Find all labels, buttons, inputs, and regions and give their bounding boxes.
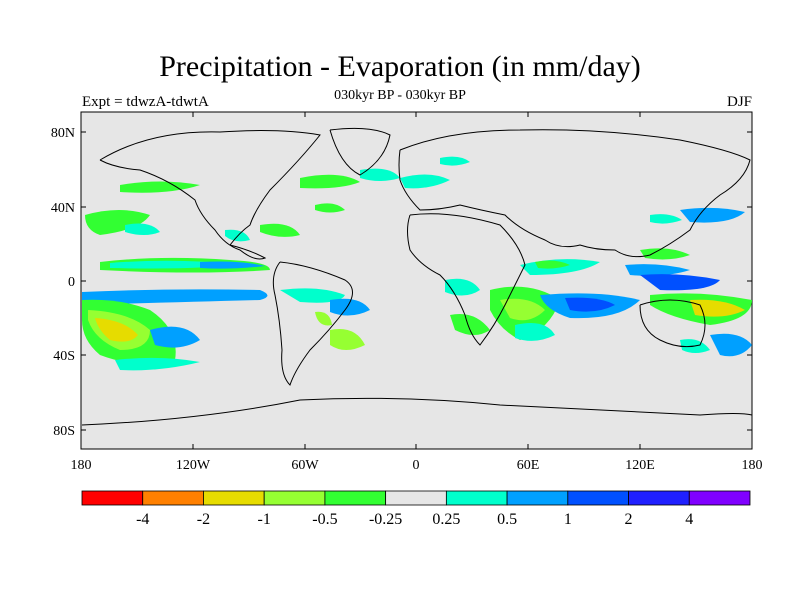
colorbar-label: -0.5 [312, 511, 337, 528]
season-label: DJF [726, 94, 752, 110]
anomaly-patch [440, 156, 470, 166]
anomaly-patch [500, 298, 545, 321]
lat-label-0: 0 [68, 275, 75, 290]
north-america-coast [99, 130, 321, 260]
greenland-coast [329, 127, 391, 176]
anomaly-patch [360, 168, 400, 181]
colorbar-box [81, 490, 144, 506]
colorbar-box [385, 490, 447, 506]
anomaly-patch [125, 223, 160, 235]
colorbar-box [628, 490, 690, 506]
anomaly-patch [330, 329, 365, 350]
anomaly-patch [300, 174, 360, 189]
africa-coast [407, 213, 526, 346]
anomaly-patch [400, 174, 450, 189]
lon-label-0: 0 [413, 458, 420, 473]
eurasia-coast [398, 129, 751, 258]
colorbar-label: -4 [136, 511, 149, 528]
colorbar-box [142, 490, 204, 506]
antarctica-coast [81, 397, 753, 426]
lat-label-80s: 80S [53, 424, 75, 439]
anomaly-patch [150, 326, 200, 348]
lat-label-40n: 40N [51, 201, 75, 216]
colorbar-label: 4 [685, 511, 693, 528]
colorbar-box [567, 490, 629, 506]
anomaly-patch [445, 278, 480, 296]
colorbar-labels: -4 -2 -1 -0.5 -0.25 0.25 0.5 1 2 4 [136, 511, 693, 528]
anomaly-patch [120, 181, 200, 193]
lon-label-180w: 180 [71, 458, 92, 473]
coastlines [81, 127, 753, 426]
anomaly-patch [82, 289, 268, 305]
south-america-coast [272, 261, 353, 386]
colorbar-boxes [81, 490, 751, 506]
anomaly-patch [200, 261, 265, 269]
map-title: Precipitation - Evaporation (in mm/day) [159, 50, 641, 83]
anomaly-patch [640, 274, 720, 291]
colorbar-box [324, 490, 387, 506]
axis-ticks [80, 112, 753, 449]
map-panel: 80N 40N 0 40S 80S 180 120W 60W 0 60E 120… [51, 111, 763, 473]
anomaly-patch [650, 214, 682, 224]
lat-label-40s: 40S [53, 349, 75, 364]
anomaly-patch [280, 288, 345, 303]
colorbar-box [688, 490, 751, 506]
experiment-label: Expt = tdwzA-tdwtA [82, 94, 209, 110]
colorbar-label: 0.5 [497, 511, 517, 528]
colorbar-label: -1 [258, 511, 271, 528]
anomaly-patch [535, 260, 570, 269]
anomaly-patch [85, 210, 150, 235]
lon-label-120e: 120E [625, 458, 655, 473]
colorbar-box [263, 490, 326, 506]
colorbar-box [203, 490, 265, 506]
anomaly-patch [565, 297, 615, 312]
australia-coast [639, 299, 706, 348]
lon-label-60w: 60W [291, 458, 319, 473]
colorbar-label: -0.25 [369, 511, 402, 528]
colorbar-label: 1 [564, 511, 572, 528]
anomaly-patch [625, 264, 690, 276]
precipitation-anomaly-fields [82, 156, 752, 371]
anomaly-patch [710, 333, 752, 357]
anomaly-patch [640, 248, 690, 260]
lon-label-120w: 120W [176, 458, 211, 473]
colorbar-label: -2 [197, 511, 210, 528]
colorbar-box [445, 490, 508, 506]
map-subtitle: 030kyr BP - 030kyr BP [334, 88, 466, 103]
colorbar-label: 0.25 [432, 511, 460, 528]
anomaly-patch [315, 203, 345, 213]
anomaly-patch [95, 318, 138, 342]
colorbar-box [506, 490, 569, 506]
colorbar: -4 -2 -1 -0.5 -0.25 0.25 0.5 1 2 4 [81, 490, 751, 528]
anomaly-patch [315, 311, 332, 326]
lon-label-60e: 60E [517, 458, 540, 473]
colorbar-label: 2 [625, 511, 633, 528]
lon-label-180e: 180 [742, 458, 763, 473]
anomaly-patch [330, 298, 370, 316]
anomaly-patch [690, 299, 745, 317]
anomaly-patch [260, 223, 300, 237]
anomaly-patch [115, 357, 200, 371]
anomaly-patch [450, 314, 490, 335]
lat-label-80n: 80N [51, 126, 75, 141]
anomaly-patch [515, 322, 555, 341]
